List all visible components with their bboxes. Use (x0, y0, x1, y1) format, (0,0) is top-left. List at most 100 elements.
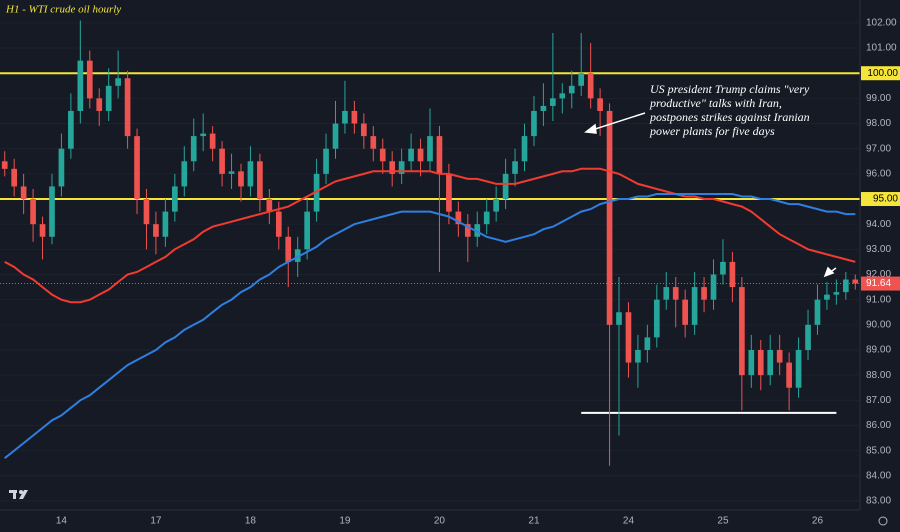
candle-body (710, 274, 717, 300)
candle-body (153, 224, 159, 237)
candle-body (20, 186, 27, 200)
candle-body (757, 349, 764, 376)
y-tick-label: 96.00 (866, 168, 891, 179)
candle-body (559, 93, 566, 99)
candle-body (446, 173, 452, 212)
x-tick-label: 26 (812, 516, 824, 527)
candle-body (190, 136, 197, 162)
y-tick-label: 89.00 (866, 345, 891, 356)
level-label: 100.00 (867, 68, 898, 79)
candle-body (691, 287, 698, 325)
candle-body (417, 148, 424, 162)
candle-body (77, 60, 84, 111)
candle-body (427, 136, 433, 162)
candle-body (786, 362, 792, 388)
candle-body (49, 186, 55, 237)
candle-body (257, 161, 263, 200)
candle-body (68, 110, 74, 149)
candle-body (200, 133, 207, 137)
candle-body (181, 161, 188, 187)
candle-body (351, 110, 358, 124)
candle-body (587, 73, 594, 99)
y-tick-label: 98.00 (866, 118, 891, 129)
candle-body (493, 199, 499, 212)
candle-body (739, 287, 745, 376)
level-label: 95.00 (873, 194, 898, 205)
candle-body (795, 349, 802, 388)
plot (0, 20, 860, 466)
x-tick-label: 17 (150, 516, 162, 527)
y-tick-label: 99.00 (866, 93, 891, 104)
candle-body (578, 73, 585, 86)
candle-body (720, 261, 726, 275)
last-price-box (861, 276, 900, 291)
candle-body (748, 349, 755, 376)
logo (9, 490, 28, 499)
annotation: US president Trump claims "veryproductiv… (649, 82, 810, 138)
annotation-text: power plants for five days (649, 124, 775, 138)
y-tick-label: 101.00 (866, 43, 897, 54)
candle-body (663, 287, 670, 300)
candle-body (162, 211, 169, 237)
candle-body (370, 136, 377, 149)
candle-body (644, 337, 651, 350)
candle-body (86, 60, 93, 99)
candle-body (143, 199, 150, 225)
annotation-text: productive" talks with Iran, (649, 96, 782, 110)
candle-body (285, 236, 292, 262)
x-tick-label: 20 (434, 516, 446, 527)
candle-body (134, 136, 140, 200)
candle-body (455, 211, 462, 225)
x-tick-label: 18 (245, 516, 257, 527)
candle-body (483, 211, 490, 225)
candle-body (824, 294, 830, 300)
candle-body (852, 279, 859, 284)
candle-body (531, 110, 537, 137)
candle-body (833, 292, 840, 295)
candle-body (39, 224, 46, 237)
candle-body (323, 148, 329, 174)
candle-body (436, 136, 443, 174)
y-tick-label: 97.00 (866, 143, 891, 154)
candle-body (635, 349, 641, 363)
candle-body (313, 173, 320, 212)
annotation-text: postpones strikes against Iranian (649, 110, 810, 124)
candle-body (379, 148, 386, 162)
candle-body (568, 85, 575, 94)
y-tick-label: 93.00 (866, 244, 891, 255)
candle-body (398, 161, 405, 174)
candle-body (30, 199, 36, 225)
candle-body (776, 349, 783, 363)
moving-average (4, 193, 856, 459)
level-label-box (861, 192, 900, 207)
candle-body (11, 168, 18, 187)
candle-body (238, 171, 244, 187)
candle-body (606, 110, 613, 325)
y-tick-label: 88.00 (866, 370, 891, 381)
candle-body (228, 171, 235, 174)
candle-body (625, 312, 632, 363)
settings-icon[interactable] (878, 516, 888, 526)
chart-title: H1 - WTI crude oil hourly (5, 4, 121, 16)
candle-body (814, 299, 821, 325)
candle-body (540, 105, 547, 111)
y-tick-label: 102.00 (866, 18, 897, 29)
candle-body (124, 78, 131, 137)
candle-body (115, 78, 121, 86)
candle-body (209, 133, 216, 149)
candle-body (172, 186, 178, 212)
candle-body (304, 211, 310, 250)
level-label-box (861, 66, 900, 81)
candle-body (682, 299, 688, 325)
candle-body (389, 161, 396, 174)
candle-body (521, 136, 528, 162)
candle-body (502, 173, 509, 200)
moving-average (4, 167, 856, 304)
candle-body (58, 148, 65, 187)
candle-body (653, 299, 660, 338)
y-tick-label: 94.00 (866, 219, 891, 230)
candle-body (550, 98, 556, 106)
y-tick-label: 92.00 (866, 269, 891, 280)
y-tick-label: 91.00 (866, 294, 891, 305)
